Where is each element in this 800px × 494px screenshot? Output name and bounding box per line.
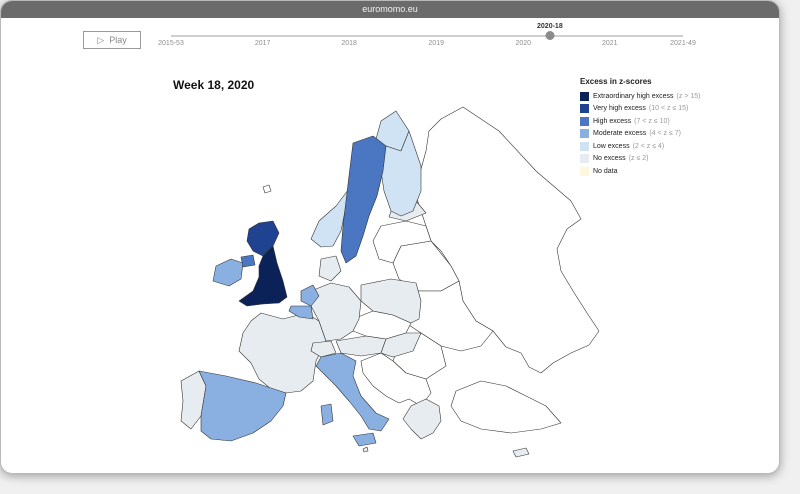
legend-swatch xyxy=(580,129,589,139)
legend-range: (z ≤ 2) xyxy=(628,155,649,163)
map-country-cyprus xyxy=(512,447,530,458)
legend-label: Extraordinary high excess xyxy=(593,92,674,100)
current-week-label: 2020-18 xyxy=(537,23,563,30)
legend-item: No data xyxy=(580,165,740,178)
map-country-lithuania-latvia xyxy=(372,220,432,264)
timeline-thumb[interactable] xyxy=(545,31,555,40)
map-country-iceland xyxy=(262,184,272,194)
map-country-finland xyxy=(380,130,422,217)
legend-label: No excess xyxy=(593,155,626,163)
map-country-malta xyxy=(362,446,369,453)
legend-label: High excess xyxy=(593,117,632,125)
week-timeline-slider[interactable]: 2015-53 2017 2018 2019 2020 2021 2021-49… xyxy=(158,23,696,51)
map-country-northern-ireland xyxy=(240,254,256,268)
legend-swatch xyxy=(580,154,589,164)
legend-range: (z > 15) xyxy=(676,92,701,100)
legend-swatch xyxy=(580,166,589,176)
legend-item: Moderate excess (4 < z ≤ 7) xyxy=(580,128,740,141)
map-country-sicily xyxy=(352,432,377,447)
timeline-label: 2019 xyxy=(428,40,444,47)
timeline-label: 2020 xyxy=(515,40,532,47)
legend-swatch xyxy=(580,104,589,114)
timeline-label: 2021-49 xyxy=(670,40,696,47)
map-country-turkey xyxy=(450,380,562,434)
map-country-belgium xyxy=(288,305,314,320)
map-legend: Excess in z-scores Extraordinary high ex… xyxy=(580,77,740,178)
play-icon: ▷ xyxy=(97,34,105,45)
map-country-greece xyxy=(402,398,442,440)
map-country-spain xyxy=(198,370,287,442)
map-country-france xyxy=(238,312,327,394)
legend-item: Extraordinary high excess (z > 15) xyxy=(580,90,740,103)
legend-label: Low excess xyxy=(593,142,630,150)
play-label: Play xyxy=(109,35,127,45)
legend-range: (7 < z ≤ 10) xyxy=(634,117,670,125)
play-button[interactable]: ▷ Play xyxy=(83,31,141,49)
legend-item: Low excess (2 < z ≤ 4) xyxy=(580,140,740,153)
timeline-label: 2018 xyxy=(341,40,357,47)
map-country-england xyxy=(238,245,288,307)
map-country-sardinia xyxy=(320,403,334,426)
map-country-sweden xyxy=(340,135,387,264)
legend-label: Moderate excess xyxy=(593,130,647,138)
map-country-austria xyxy=(335,335,387,357)
legend-range: (10 < z ≤ 15) xyxy=(648,105,689,113)
timeline-label: 2021 xyxy=(601,40,618,47)
legend-label: No data xyxy=(593,167,618,175)
map-country-netherlands xyxy=(300,284,320,307)
map-country-poland xyxy=(360,278,422,324)
legend-swatch xyxy=(580,141,589,151)
browser-window: euromomo.eu xyxy=(0,0,780,474)
europe-map xyxy=(180,106,600,458)
legend-swatch xyxy=(580,91,589,101)
timeline-label: 2015-53 xyxy=(158,40,184,47)
legend-item: Very high excess (10 < z ≤ 15) xyxy=(580,103,740,116)
legend-range: (2 < z ≤ 4) xyxy=(632,142,665,150)
address-bar[interactable]: euromomo.eu xyxy=(1,1,779,18)
timeline-label: 2017 xyxy=(254,40,271,47)
legend-item: No excess (z ≤ 2) xyxy=(580,153,740,166)
map-title: Week 18, 2020 xyxy=(173,78,255,92)
map-country-germany xyxy=(310,282,362,342)
map-country-italy xyxy=(315,352,390,432)
legend-range: (4 < z ≤ 7) xyxy=(649,130,681,138)
legend-swatch xyxy=(580,116,589,126)
map-country-switzerland xyxy=(310,340,337,358)
map-country-ireland xyxy=(212,258,244,287)
legend-item: High excess (7 < z ≤ 10) xyxy=(580,115,740,128)
legend-label: Very high excess xyxy=(593,105,646,113)
legend-title: Excess in z-scores xyxy=(580,77,652,86)
timeline-track[interactable] xyxy=(171,35,683,37)
map-country-hungary xyxy=(380,332,422,358)
map-country-denmark xyxy=(318,255,342,282)
